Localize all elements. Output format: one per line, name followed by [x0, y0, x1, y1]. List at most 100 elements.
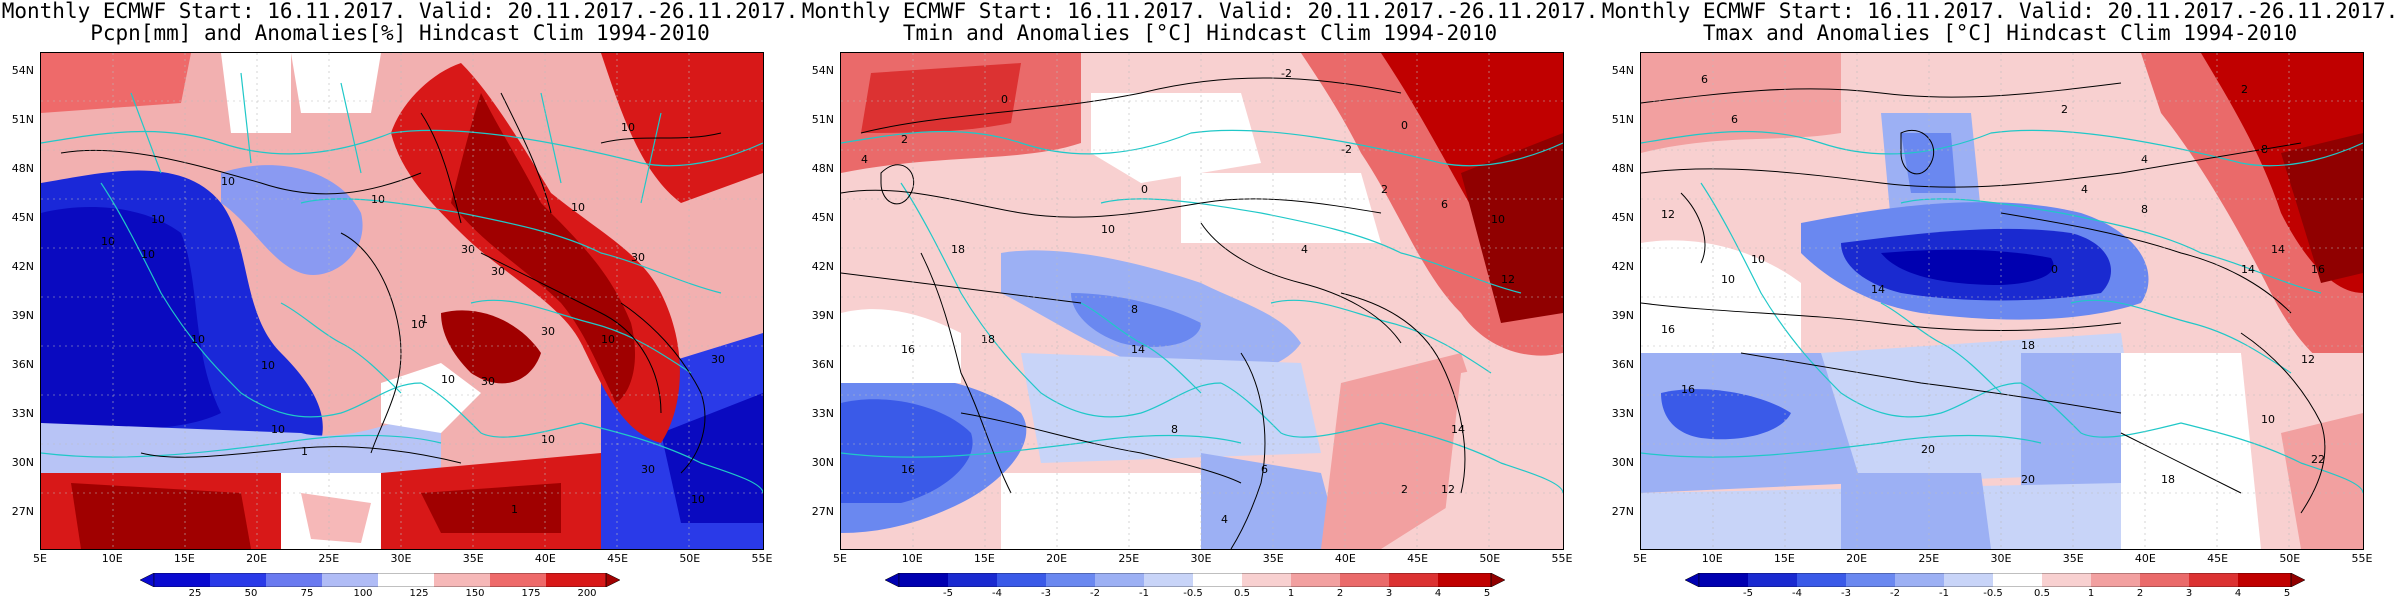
contour-label: 8 [2141, 203, 2148, 216]
latitude-label: 36N [811, 358, 834, 371]
contour-label: 16 [2311, 263, 2325, 276]
contour-label: 30 [641, 463, 655, 476]
colorbar-label: 4 [2234, 588, 2242, 599]
colorbar-label: -4 [992, 588, 1002, 599]
colorbar-label: -0.5 [1183, 588, 1203, 599]
longitude-label: 35E [1262, 552, 1284, 565]
colorbar-label: 50 [244, 588, 258, 599]
map-gridlines [841, 53, 1563, 549]
contour-label: 10 [411, 318, 425, 331]
latitude-label: 30N [11, 456, 34, 469]
contour-label: 12 [1441, 483, 1455, 496]
contour-label: 30 [461, 243, 475, 256]
contour-label: 0 [1001, 93, 1008, 106]
colorbar-label: 5 [1483, 588, 1491, 599]
colorbar-label: -5 [1743, 588, 1753, 599]
colorbar-label: 3 [1385, 588, 1393, 599]
longitude-label: 30E [1190, 552, 1212, 565]
contour-label: 1 [511, 503, 518, 516]
colorbar-label: 3 [2185, 588, 2193, 599]
contour-label: 16 [901, 343, 915, 356]
contour-label: 10 [621, 121, 635, 134]
contour-label: 30 [491, 265, 505, 278]
contour-label: 30 [711, 353, 725, 366]
contour-label: 10 [541, 433, 555, 446]
latitude-label: 51N [1611, 113, 1634, 126]
latitude-label: 42N [11, 260, 34, 273]
longitude-label: 10E [1701, 552, 1723, 565]
latitude-label: 45N [1611, 211, 1634, 224]
panel-title-line1: Monthly ECMWF Start: 16.11.2017. Valid: … [1, 0, 799, 23]
longitude-label: 50E [1479, 552, 1501, 565]
colorbar-label: 0.5 [1234, 588, 1250, 599]
tmin-panel: Monthly ECMWF Start: 16.11.2017. Valid: … [800, 0, 1600, 600]
contour-label: 6 [1731, 113, 1738, 126]
contour-label: 2 [1381, 183, 1388, 196]
colorbar-label: 150 [465, 588, 485, 599]
longitude-label: 55E [1551, 552, 1573, 565]
contour-label: 4 [2141, 153, 2148, 166]
contour-label: 14 [1451, 423, 1465, 436]
contour-label: 14 [2271, 243, 2285, 256]
precip-panel: Monthly ECMWF Start: 16.11.2017. Valid: … [0, 0, 800, 600]
longitude-label: 25E [1918, 552, 1940, 565]
contour-label: 10 [101, 235, 115, 248]
latitude-label: 33N [1611, 407, 1634, 420]
latitude-label: 51N [11, 113, 34, 126]
contour-label: 18 [2161, 473, 2175, 486]
contour-label: 8 [2261, 143, 2268, 156]
latitude-label: 33N [811, 407, 834, 420]
contour-label: 14 [2241, 263, 2255, 276]
contour-label: 16 [901, 463, 915, 476]
contour-label: 20 [1921, 443, 1935, 456]
contour-label: 14 [1131, 343, 1145, 356]
contour-label: 10 [1721, 273, 1735, 286]
contour-label: 10 [221, 175, 235, 188]
panel-title-line1: Monthly ECMWF Start: 16.11.2017. Valid: … [801, 0, 1599, 23]
latitude-label: 30N [1611, 456, 1634, 469]
contour-label: 18 [2021, 339, 2035, 352]
longitude-label: 10E [101, 552, 123, 565]
latitude-label: 54N [11, 64, 34, 77]
contour-label: 10 [371, 193, 385, 206]
contour-label: 10 [271, 423, 285, 436]
longitude-label: 15E [1773, 552, 1795, 565]
contour-label: 2 [2241, 83, 2248, 96]
latitude-label: 54N [811, 64, 834, 77]
contour-label: 30 [631, 251, 645, 264]
contour-label: 2 [2061, 103, 2068, 116]
contour-label: 4 [1301, 243, 1308, 256]
longitude-label: 25E [1118, 552, 1140, 565]
contour-label: 4 [861, 153, 868, 166]
longitude-label: 25E [318, 552, 340, 565]
contour-label: 16 [1681, 383, 1695, 396]
colorbar-label: -5 [943, 588, 953, 599]
latitude-label: 39N [1611, 309, 1634, 322]
longitude-label: 55E [751, 552, 773, 565]
contour-label: 8 [1131, 303, 1138, 316]
panel-title-line1: Monthly ECMWF Start: 16.11.2017. Valid: … [1601, 0, 2399, 23]
longitude-label: 30E [390, 552, 412, 565]
longitude-label: 40E [1334, 552, 1356, 565]
contour-label: 14 [1871, 283, 1885, 296]
colorbar-label: -1 [1939, 588, 1949, 599]
longitude-label: 5E [833, 552, 847, 565]
contour-label: 10 [191, 333, 205, 346]
longitude-label: 40E [2134, 552, 2156, 565]
tmin-map: -2 0 2 4 6 8 10 12 14 16 18 0 2 4 6 8 10… [840, 52, 1564, 550]
precip-colorbar [139, 572, 621, 588]
latitude-label: 39N [11, 309, 34, 322]
contour-label: 10 [1101, 223, 1115, 236]
latitude-label: 45N [11, 211, 34, 224]
contour-label: 4 [1221, 513, 1228, 526]
map-gridlines [41, 53, 763, 549]
contour-label: 12 [1501, 273, 1515, 286]
latitude-label: 33N [11, 407, 34, 420]
longitude-label: 50E [2279, 552, 2301, 565]
contour-labels: 10 10 10 10 10 10 10 10 30 30 30 30 30 3… [101, 121, 725, 516]
precip-map: 10 10 10 10 10 10 10 10 30 30 30 30 30 3… [40, 52, 764, 550]
latitude-label: 48N [811, 162, 834, 175]
contour-label: 10 [601, 333, 615, 346]
latitude-label: 42N [1611, 260, 1634, 273]
tmax-panel: Monthly ECMWF Start: 16.11.2017. Valid: … [1600, 0, 2400, 600]
